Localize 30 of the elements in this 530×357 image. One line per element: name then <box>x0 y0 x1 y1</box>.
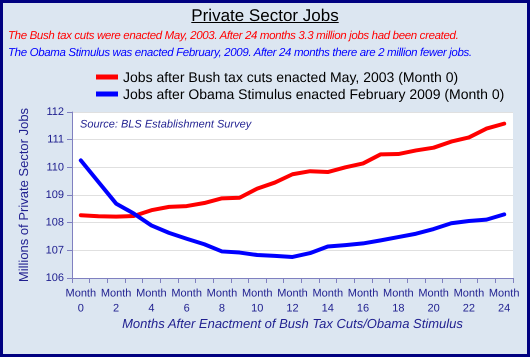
x-tick-label: Month 18 <box>383 288 414 314</box>
text: The Obama Stimulus was enacted February, 2009. After 24 months there are 2 million fewer jobs. <box>8 47 472 59</box>
x-tick-label: Month 12 <box>277 288 308 314</box>
legend-label: Jobs after Obama Stimulus enacted February 2009 (Month 0) <box>123 86 504 102</box>
y-tick-label: 107 <box>46 244 64 256</box>
x-axis-title: Months After Enactment of Bush Tax Cuts/Obama Stimulus <box>122 316 464 331</box>
x-tick-label: Month 4 <box>136 288 167 314</box>
y-tick-label: 112 <box>46 106 64 118</box>
y-tick-label: 106 <box>46 272 64 284</box>
x-tick-label: Month 8 <box>206 288 238 314</box>
annotation: Source: BLS Establishment Survey <box>80 118 253 130</box>
line-series <box>78 158 506 259</box>
x-tick-label: Month 24 <box>488 288 520 314</box>
y-tick-label: 111 <box>47 134 64 146</box>
line-series <box>78 122 506 219</box>
y-tick-label: 109 <box>46 189 64 201</box>
chart-title: Private Sector Jobs <box>190 6 340 26</box>
x-tick-label: Month 6 <box>171 288 202 314</box>
y-axis-title: Millions of Private Sector Jobs <box>16 107 31 282</box>
y-tick-label: 110 <box>46 161 64 174</box>
x-tick-label: Month 14 <box>312 288 344 314</box>
legend-label: Jobs after Bush tax cuts enacted May, 2003 (Month 0) <box>123 69 458 85</box>
x-tick-label: Month 20 <box>418 288 449 314</box>
x-tick-label: Month 16 <box>348 288 378 314</box>
x-tick-label: Month 0 <box>66 288 96 314</box>
y-tick-label: 108 <box>46 216 64 229</box>
x-tick-label: Month 10 <box>242 288 273 314</box>
text: The Bush tax cuts were enacted May, 2003. After 24 months 3.3 million jobs had been created. <box>8 30 458 42</box>
x-tick-label: Month 2 <box>100 288 132 314</box>
x-tick-label: Month 22 <box>454 288 484 314</box>
